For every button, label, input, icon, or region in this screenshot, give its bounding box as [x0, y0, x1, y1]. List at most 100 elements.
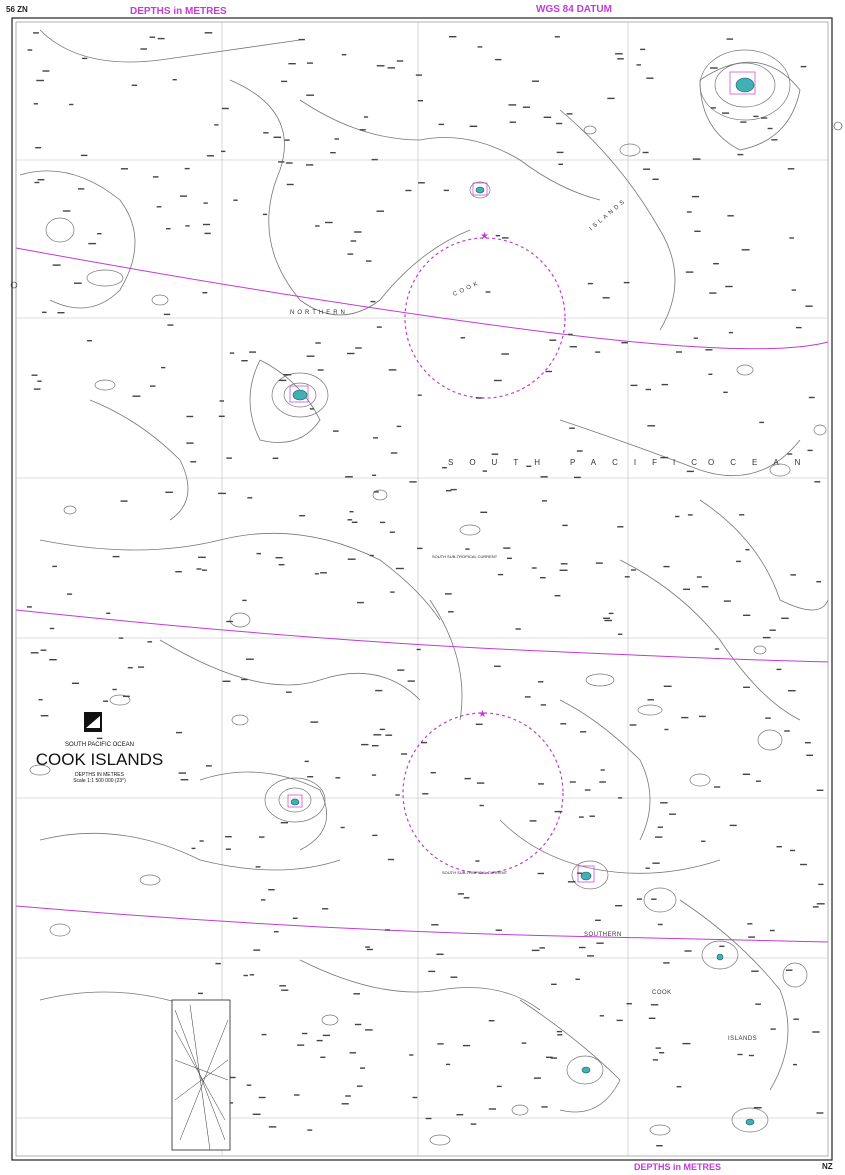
sounding-mark — [272, 457, 279, 459]
sounding-mark — [575, 978, 580, 980]
sounding-mark — [800, 863, 807, 866]
sounding-mark — [191, 847, 196, 850]
sounding-mark — [373, 491, 379, 493]
sounding-mark — [663, 565, 670, 568]
sounding-mark — [657, 826, 663, 828]
sounding-mark — [218, 415, 225, 417]
circle-stars: ★ ★ — [478, 231, 489, 720]
sounding-mark — [242, 599, 247, 602]
sounding-mark — [660, 456, 669, 459]
sounding-mark — [42, 311, 47, 313]
sounding-mark — [156, 206, 162, 208]
sounding-mark — [268, 1126, 277, 1128]
sounding-mark — [247, 497, 253, 499]
title-block: SOUTH PACIFIC OCEAN COOK ISLANDS DEPTHS … — [32, 742, 167, 784]
title-depths: DEPTHS IN METRES — [75, 772, 124, 778]
sounding-mark — [376, 210, 384, 212]
sounding-mark — [645, 388, 651, 391]
sounding-mark — [349, 511, 354, 513]
sounding-mark — [569, 427, 575, 429]
sounding-mark — [728, 331, 733, 334]
sounding-mark — [120, 500, 128, 502]
sounding-mark — [460, 337, 466, 339]
sounding-mark — [448, 611, 454, 613]
sounding-mark — [206, 765, 212, 767]
sounding-mark — [417, 100, 423, 102]
sounding-mark — [317, 369, 324, 371]
sounding-mark — [340, 826, 345, 829]
sounding-mark — [770, 1028, 776, 1030]
sounding-mark — [384, 929, 390, 931]
sounding-mark — [776, 668, 782, 671]
sounding-mark — [708, 373, 713, 375]
sounding-mark — [818, 883, 824, 886]
sounding-mark — [175, 571, 182, 573]
sounding-mark — [538, 783, 544, 785]
sounding-mark — [543, 116, 552, 118]
sounding-mark — [279, 985, 286, 987]
sounding-mark — [315, 225, 320, 227]
sounding-mark — [425, 1117, 432, 1120]
sounding-mark — [790, 574, 796, 576]
sounding-mark — [335, 777, 341, 779]
sounding-mark — [684, 950, 692, 952]
sounding-mark — [412, 1096, 418, 1099]
sounding-mark — [457, 893, 464, 895]
sounding-mark — [729, 824, 737, 827]
sounding-mark — [226, 457, 232, 459]
sounding-mark — [299, 515, 305, 517]
chart-neatline — [15, 21, 829, 1157]
sounding-mark — [795, 326, 802, 329]
sounding-mark — [607, 97, 615, 100]
sounding-mark — [444, 593, 452, 595]
sounding-mark — [372, 834, 378, 837]
sounding-mark — [789, 237, 794, 239]
sounding-mark — [33, 388, 41, 390]
sounding-mark — [288, 63, 296, 65]
sounding-mark — [476, 782, 485, 784]
sounding-mark — [185, 225, 190, 227]
sounding-mark — [655, 836, 663, 838]
sounding-mark — [580, 731, 587, 733]
sounding-mark — [388, 369, 397, 371]
survey-boxes — [287, 71, 756, 883]
sounding-mark — [202, 292, 208, 294]
sounding-mark — [675, 515, 680, 518]
sounding-mark — [497, 573, 504, 576]
sounding-mark — [554, 595, 561, 597]
sounding-mark — [629, 724, 637, 726]
sounding-mark — [371, 774, 377, 776]
sounding-mark — [106, 612, 111, 614]
sounding-mark — [696, 576, 702, 578]
sounding-mark — [579, 946, 586, 949]
sounding-mark — [40, 715, 49, 717]
sounding-mark — [395, 794, 400, 796]
sounding-mark — [669, 813, 676, 815]
sounding-mark — [74, 282, 82, 284]
sounding-mark — [793, 1018, 799, 1020]
sounding-mark — [675, 351, 682, 353]
sounding-mark — [683, 588, 690, 590]
sounding-mark — [740, 121, 747, 123]
sounding-mark — [479, 804, 484, 807]
sounding-mark — [661, 383, 669, 386]
sounding-mark — [345, 1095, 351, 1097]
sounding-mark — [97, 233, 102, 235]
sounding-mark — [615, 905, 623, 907]
sounding-mark — [341, 54, 347, 56]
sounding-mark — [659, 1052, 665, 1054]
sounding-mark — [268, 889, 275, 891]
sounding-mark — [204, 232, 211, 235]
sounding-mark — [713, 263, 719, 265]
sounding-mark — [722, 112, 730, 114]
sounding-mark — [71, 682, 79, 684]
sounding-mark — [286, 691, 292, 693]
sounding-mark — [395, 567, 404, 570]
sounding-mark — [31, 374, 38, 376]
sounding-mark — [375, 689, 383, 692]
title-main: COOK ISLANDS — [35, 750, 164, 769]
sounding-mark — [67, 593, 73, 595]
sounding-mark — [540, 476, 548, 478]
sounding-mark — [431, 924, 439, 926]
